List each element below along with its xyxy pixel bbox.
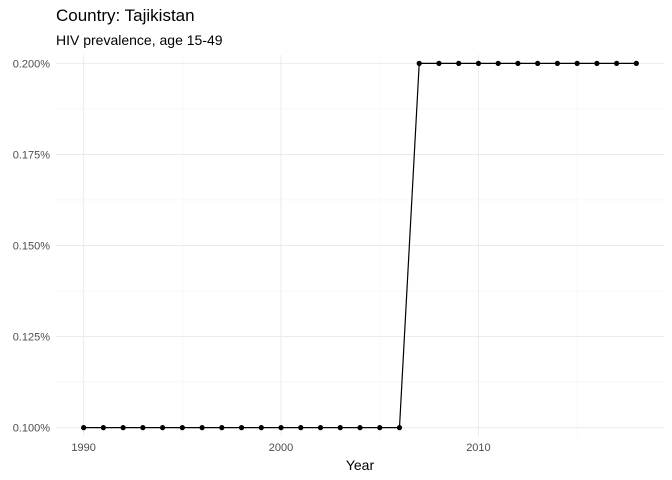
data-point <box>298 425 304 431</box>
y-tick-label: 0.100% <box>13 423 51 435</box>
data-point <box>81 425 87 431</box>
data-point <box>416 60 422 66</box>
data-point <box>100 425 106 431</box>
data-point <box>436 60 442 66</box>
y-axis-ticks: 0.100% 0.125% 0.150% 0.175% 0.200% <box>13 58 51 434</box>
y-tick-label: 0.175% <box>13 149 51 161</box>
major-gridlines <box>56 55 664 436</box>
data-point <box>278 425 284 431</box>
data-point <box>396 425 403 431</box>
data-point <box>377 425 383 431</box>
data-point <box>495 60 501 66</box>
x-axis-title: Year <box>346 457 375 473</box>
x-tick-label: 2000 <box>269 442 293 454</box>
data-point <box>614 60 620 66</box>
x-tick-label: 1990 <box>71 442 95 454</box>
data-point <box>515 60 521 66</box>
data-point <box>317 425 324 431</box>
y-tick-label: 0.200% <box>13 58 51 70</box>
data-point <box>219 425 225 431</box>
data-point <box>337 425 343 431</box>
chart-subtitle: HIV prevalence, age 15-49 <box>56 32 223 48</box>
data-point <box>574 60 580 66</box>
data-point <box>357 425 363 431</box>
y-tick-label: 0.150% <box>13 241 51 253</box>
data-point <box>238 425 245 431</box>
minor-gridlines <box>56 55 664 436</box>
x-tick-label: 2010 <box>466 442 490 454</box>
data-point <box>258 425 264 431</box>
x-axis-ticks: 1990 2000 2010 <box>71 442 490 454</box>
data-point <box>120 425 126 431</box>
data-point <box>140 425 146 431</box>
data-point <box>159 425 166 431</box>
series-layer <box>81 60 639 431</box>
data-point <box>475 60 482 66</box>
data-point <box>199 425 205 431</box>
data-point <box>633 60 639 66</box>
y-tick-label: 0.125% <box>13 332 51 344</box>
data-point <box>594 60 600 66</box>
data-point <box>456 60 462 66</box>
chart-title: Country: Tajikistan <box>56 6 195 25</box>
data-point <box>535 60 541 66</box>
data-point <box>554 60 561 66</box>
data-point <box>179 425 185 431</box>
